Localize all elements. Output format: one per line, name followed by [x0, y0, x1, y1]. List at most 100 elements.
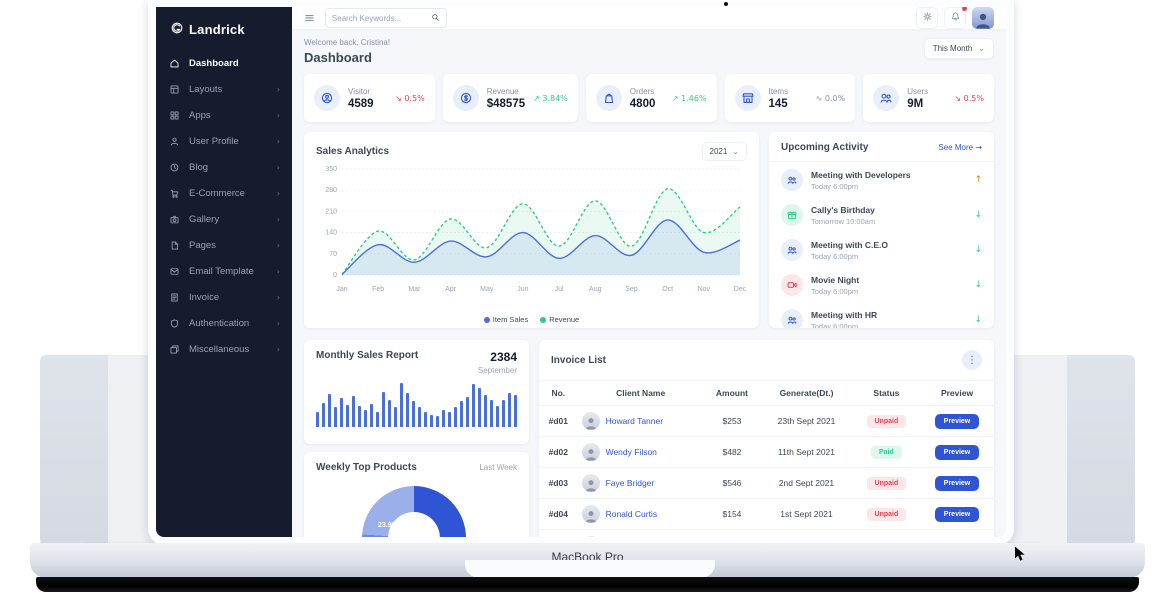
sales-bar	[514, 395, 517, 427]
hamburger-menu-icon[interactable]: ≡	[304, 10, 315, 26]
settings-button[interactable]	[916, 7, 938, 29]
activity-item[interactable]: Movie Night Today 6:00pm ↓	[769, 267, 994, 302]
legend-item-item-sales[interactable]: Item Sales	[483, 315, 528, 324]
sales-bar	[382, 392, 385, 427]
sidebar-item-pages[interactable]: Pages ›	[156, 232, 292, 258]
invoice-amount: $482	[703, 436, 761, 468]
client-name-link[interactable]: Ronald Curtis	[605, 509, 658, 519]
file-icon	[168, 239, 180, 251]
chevron-right-icon: ›	[276, 266, 280, 276]
legend-dot	[540, 316, 547, 323]
stat-trend: ∿ 0.0%	[815, 93, 846, 103]
sales-bar	[502, 400, 505, 427]
invoice-table-row-partial: Preview	[539, 529, 994, 537]
sidebar-item-email-template[interactable]: Email Template ›	[156, 258, 292, 284]
sales-analytics-title: Sales Analytics	[316, 146, 390, 157]
client-name-link[interactable]: Wendy Filson	[605, 447, 657, 457]
period-selector-value: This Month	[932, 44, 973, 53]
sales-bar	[412, 401, 415, 427]
search-input[interactable]	[331, 13, 427, 23]
birthday-icon	[781, 204, 803, 226]
client-avatar	[581, 412, 600, 430]
sales-analytics-chart: 350 280 210 140 70 0 Jan Feb Mar Apr May Jun Jul Aug S…	[316, 161, 747, 314]
sales-bar	[460, 401, 463, 427]
client-name-link[interactable]: Howard Tanner	[605, 416, 664, 426]
sales-bar	[472, 384, 475, 427]
meeting-icon	[781, 239, 803, 261]
stat-value: 4589	[348, 97, 374, 110]
sidebar-item-apps[interactable]: Apps ›	[156, 102, 292, 128]
gear-icon	[922, 9, 933, 27]
camera-icon	[168, 213, 180, 225]
content-area: Welcome back, Cristina! Dashboard This M…	[292, 29, 1006, 537]
home-icon	[168, 57, 180, 69]
shield-icon	[168, 317, 180, 329]
sales-bar	[448, 412, 451, 427]
invoice-column-header: No.	[539, 380, 578, 406]
laptop-screen: Landrick Dashboard Layouts › Apps › User Prof…	[148, 0, 1014, 545]
sidebar-item-e-commerce[interactable]: E-Commerce ›	[156, 180, 292, 206]
monthly-sales-card: Monthly Sales Report 2384 September	[304, 340, 529, 444]
orders-icon	[595, 85, 622, 111]
more-options-button[interactable]: ⋮	[962, 350, 982, 370]
activity-item[interactable]: Cally's Birthday Tomorrow 10:00am ↓	[769, 197, 994, 232]
preview-button[interactable]: Preview	[934, 475, 980, 491]
bell-icon	[950, 9, 961, 27]
sidebar-item-blog[interactable]: Blog ›	[156, 154, 292, 180]
monthly-sales-value: 2384	[490, 350, 517, 364]
see-more-link[interactable]: See More →	[938, 143, 982, 152]
activity-list: Meeting with Developers Today 6:00pm ↑ Call…	[769, 162, 994, 328]
invoice-table: No. Client Name Amount Generate(Dt.) Status P…	[539, 380, 994, 537]
invoice-column-header: Status	[852, 380, 921, 406]
users-icon	[873, 85, 900, 111]
stat-card-orders: Orders 4800 ↗ 1.46%	[585, 74, 717, 122]
period-selector[interactable]: This Month ⌄	[923, 38, 994, 59]
sales-bar	[406, 393, 409, 427]
stat-trend: ↘ 0.5%	[954, 93, 984, 103]
preview-button[interactable]: Preview	[934, 444, 980, 460]
sidebar-item-label: Gallery	[189, 213, 220, 225]
client-name-link[interactable]: Faye Bridger	[605, 478, 655, 488]
legend-item-revenue[interactable]: Revenue	[540, 315, 579, 324]
revenue-icon	[452, 85, 479, 111]
lid-opening-notch	[465, 560, 715, 578]
sales-bar	[454, 407, 457, 427]
invoice-date: 11th Sept 2021	[760, 436, 853, 468]
arrow-right-icon: →	[975, 143, 982, 152]
brand-logo[interactable]: Landrick	[156, 17, 292, 50]
sales-bar	[376, 412, 379, 427]
sales-bar	[388, 400, 391, 427]
sidebar-item-gallery[interactable]: Gallery ›	[156, 206, 292, 232]
sidebar-item-user-profile[interactable]: User Profile ›	[156, 128, 292, 154]
monthly-sales-bar-chart	[316, 383, 517, 427]
sidebar: Landrick Dashboard Layouts › Apps › User Prof…	[156, 7, 292, 537]
search-box[interactable]	[324, 8, 447, 28]
chevron-right-icon: ›	[276, 188, 280, 198]
sales-bar	[346, 405, 349, 427]
activity-item-time: Today 6:00pm	[811, 286, 859, 296]
notification-badge	[962, 7, 967, 11]
year-selector[interactable]: 2021 ⌄	[701, 142, 747, 161]
stat-card-items: Items 145 ∿ 0.0%	[724, 74, 856, 122]
stat-label: Users	[907, 86, 929, 96]
user-avatar[interactable]	[972, 7, 994, 29]
sidebar-item-layouts[interactable]: Layouts ›	[156, 76, 292, 102]
search-icon[interactable]	[431, 9, 440, 27]
sidebar-item-authentication[interactable]: Authentication ›	[156, 310, 292, 336]
sales-bar	[508, 393, 511, 427]
preview-button[interactable]: Preview	[934, 506, 980, 522]
invoice-date: 23th Sept 2021	[760, 405, 853, 437]
sidebar-item-dashboard[interactable]: Dashboard	[156, 50, 292, 76]
svg-text:Dec: Dec	[734, 286, 746, 293]
notifications-button[interactable]	[944, 7, 967, 29]
invoice-table-header: No. Client Name Amount Generate(Dt.) Status P…	[539, 380, 994, 406]
sales-bar	[436, 416, 439, 427]
sidebar-item-miscellaneous[interactable]: Miscellaneous ›	[156, 336, 292, 362]
preview-button[interactable]: Preview	[934, 413, 980, 429]
sales-bar	[328, 394, 331, 427]
invoice-no: #d04	[539, 498, 578, 530]
activity-item[interactable]: Meeting with HR Today 6:00pm ↓	[769, 302, 994, 328]
sidebar-item-invoice[interactable]: Invoice ›	[156, 284, 292, 310]
activity-item[interactable]: Meeting with C.E.O Today 6:00pm ↓	[769, 232, 994, 267]
activity-item[interactable]: Meeting with Developers Today 6:00pm ↑	[769, 162, 994, 197]
